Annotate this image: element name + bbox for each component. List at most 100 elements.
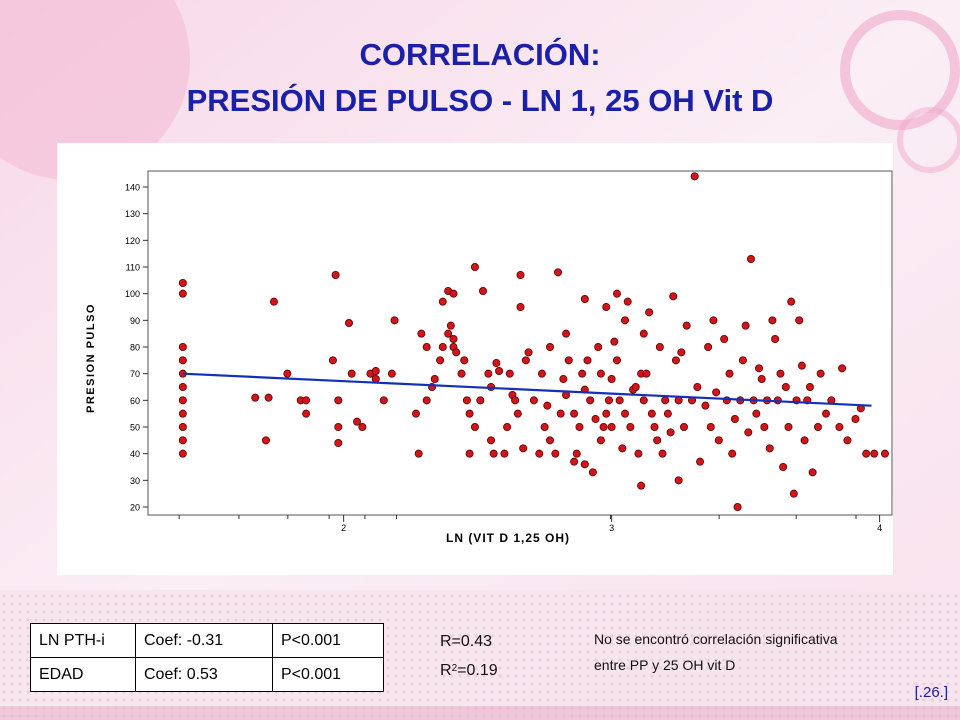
data-point	[709, 316, 718, 325]
data-point	[521, 356, 530, 365]
data-point	[264, 393, 273, 402]
data-point	[500, 449, 509, 458]
data-point	[516, 302, 525, 311]
data-point	[470, 422, 479, 431]
data-point	[880, 449, 889, 458]
data-point	[813, 422, 822, 431]
data-point	[771, 334, 780, 343]
stats-table: LN PTH-i Coef: -0.31 P<0.001 EDAD Coef: …	[30, 623, 384, 692]
y-axis-label: PRESION PULSO	[85, 303, 97, 413]
data-point	[540, 422, 549, 431]
data-point	[591, 414, 600, 423]
data-point	[438, 342, 447, 351]
data-point	[452, 348, 461, 357]
data-point	[862, 449, 871, 458]
data-point	[725, 369, 734, 378]
data-point	[596, 369, 605, 378]
data-point	[621, 316, 630, 325]
data-point	[379, 396, 388, 405]
data-point	[178, 342, 187, 351]
data-point	[465, 409, 474, 418]
data-point	[693, 382, 702, 391]
data-point	[580, 294, 589, 303]
data-point	[822, 409, 831, 418]
r2-suffix: =0.19	[457, 662, 498, 679]
data-point	[178, 289, 187, 298]
data-point	[446, 321, 455, 330]
data-point	[178, 422, 187, 431]
table-row: LN PTH-i Coef: -0.31 P<0.001	[30, 623, 384, 658]
r2-prefix: R	[440, 662, 452, 679]
data-point	[696, 457, 705, 466]
data-point	[543, 401, 552, 410]
data-point	[545, 342, 554, 351]
data-point	[634, 449, 643, 458]
data-point	[626, 422, 635, 431]
y-tick-label: 130	[125, 209, 140, 219]
data-point	[760, 422, 769, 431]
data-point	[746, 255, 755, 264]
data-point	[178, 396, 187, 405]
data-point	[449, 334, 458, 343]
data-point	[843, 436, 852, 445]
data-point	[537, 369, 546, 378]
data-point	[631, 382, 640, 391]
data-point	[492, 358, 501, 367]
data-point	[283, 369, 292, 378]
data-point	[572, 449, 581, 458]
data-point	[645, 308, 654, 317]
data-point	[647, 409, 656, 418]
data-point	[551, 449, 560, 458]
data-point	[178, 382, 187, 391]
slide-reference: [.26.]	[914, 684, 948, 701]
data-point	[779, 462, 788, 471]
table-cell: Coef: -0.31	[135, 623, 273, 658]
r2-superscript: 2	[451, 663, 458, 674]
scatter-chart: 20 30 40 50 60 70 80 90 100 110 120 130 140 2 3 4 PRESI…	[85, 170, 893, 545]
data-point	[444, 329, 453, 338]
data-point	[562, 329, 571, 338]
data-point	[178, 356, 187, 365]
data-point	[599, 422, 608, 431]
data-point	[784, 422, 793, 431]
data-point	[720, 334, 729, 343]
data-point	[556, 409, 565, 418]
data-point	[513, 409, 522, 418]
y-tick-label: 70	[130, 369, 140, 379]
data-point	[596, 436, 605, 445]
data-point	[776, 369, 785, 378]
table-cell: EDAD	[30, 657, 136, 692]
data-point	[706, 422, 715, 431]
data-point	[251, 393, 260, 402]
data-point	[650, 422, 659, 431]
slide-title-line2: PRESIÓN DE PULSO - LN 1, 25 OH Vit D	[186, 83, 774, 118]
data-point	[805, 382, 814, 391]
x-tick-label: 3	[609, 523, 614, 533]
data-point	[838, 364, 847, 373]
data-point	[607, 422, 616, 431]
y-tick-label: 80	[130, 343, 140, 353]
data-point	[570, 409, 579, 418]
data-point	[371, 366, 380, 375]
chart-panel: 20 30 40 50 60 70 80 90 100 110 120 130 140 2 3 4 PRESI…	[57, 143, 893, 575]
data-point	[602, 302, 611, 311]
data-point	[470, 263, 479, 272]
data-point	[690, 172, 699, 181]
data-point	[449, 289, 458, 298]
data-point	[835, 422, 844, 431]
data-point	[334, 438, 343, 447]
y-tick-label: 110	[126, 263, 140, 273]
data-point	[744, 428, 753, 437]
data-point	[733, 502, 742, 511]
data-point	[602, 409, 611, 418]
note-line2: entre PP y 25 OH vit D	[594, 657, 736, 673]
data-point	[808, 468, 817, 477]
data-point	[607, 374, 616, 383]
data-point	[618, 444, 627, 453]
data-point	[639, 329, 648, 338]
data-point	[704, 342, 713, 351]
data-point	[331, 270, 340, 279]
data-point	[851, 414, 860, 423]
data-point	[344, 318, 353, 327]
data-point	[302, 409, 311, 418]
